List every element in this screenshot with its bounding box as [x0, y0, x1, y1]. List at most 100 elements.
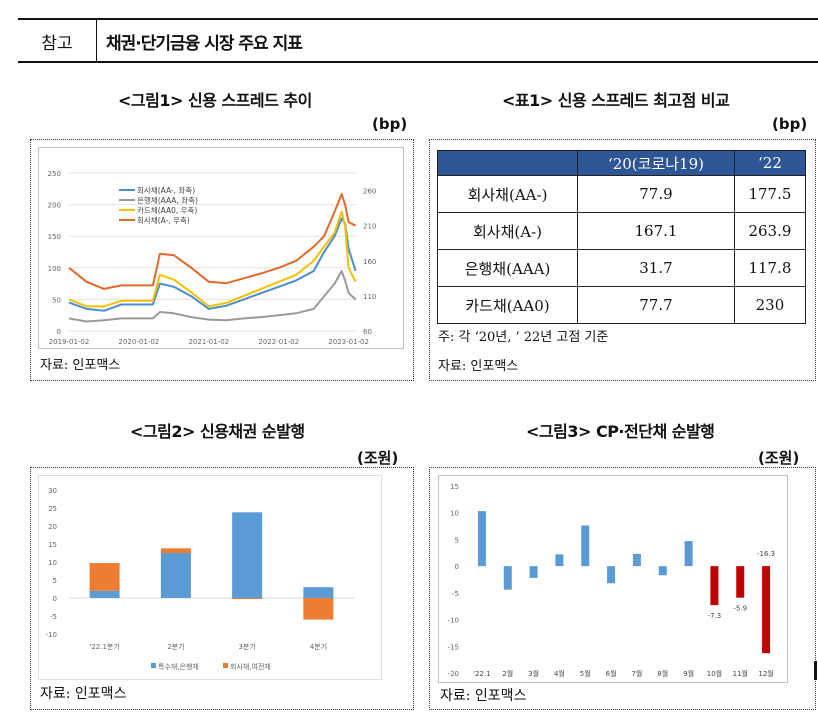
x-tick-label: 11월 — [733, 669, 748, 678]
figure1-source: 자료: 인포맥스 — [40, 358, 121, 373]
x-tick-label: 2021-01-02 — [188, 338, 229, 346]
bar-segment — [89, 563, 120, 591]
table-cell: 카드채(AA0) — [436, 286, 579, 324]
bar — [555, 554, 564, 567]
table-cell: 230 — [733, 286, 807, 324]
table-cell: 회사채(AA-) — [436, 175, 579, 213]
data-label: -16.3 — [757, 550, 775, 558]
table-cell: 은행채(AAA) — [436, 249, 579, 287]
x-tick-label: 4월 — [554, 669, 565, 678]
table-row: 회사채(A-) 167.1 263.9 — [436, 212, 807, 250]
y-tick-label: 0 — [53, 595, 57, 603]
series-line — [68, 270, 357, 323]
table-cell: 117.8 — [733, 249, 807, 287]
y-tick-label: 30 — [48, 487, 57, 495]
table-cell: 263.9 — [733, 212, 807, 250]
y-tick-label: -15 — [448, 643, 459, 651]
bar — [684, 541, 693, 567]
series-line — [68, 210, 357, 308]
figure1-svg: 0 50 100 150 200 250 60 110 160 210 260 2019-01-02 2… — [48, 170, 377, 346]
legend-label: 은행채(AAA, 좌축) — [137, 195, 198, 205]
table-row: 회사채(AA-) 77.9 177.5 — [436, 175, 807, 213]
figure3-unit: (조원) — [758, 449, 800, 467]
bar — [477, 511, 486, 567]
y-tick-label: 10 — [48, 559, 57, 567]
table-row: 카드채(AA0) 77.7 230 — [436, 286, 807, 324]
bar — [632, 553, 641, 567]
table-cell: 77.7 — [577, 286, 735, 324]
legend-swatch — [223, 663, 228, 668]
y-tick-label: 15 — [48, 541, 57, 549]
x-tick-label: 2019-01-02 — [49, 338, 90, 346]
bar-segment — [89, 590, 120, 598]
legend-label: 카드채(AA0, 우축) — [137, 205, 197, 215]
y-tick-label: -20 — [448, 670, 459, 678]
table1-source: 자료: 인포맥스 — [438, 359, 519, 374]
figure2-chart: 30 25 20 15 10 5 0 -5 -10 '22.1분기 2분기 3분기 4분기 특수채,은행채… — [38, 475, 382, 680]
y-left-tick-label: 150 — [48, 233, 61, 241]
figure2-frame — [30, 467, 414, 710]
edge-mark — [814, 661, 817, 680]
figure3-source: 자료: 인포맥스 — [440, 688, 527, 704]
figure2-source: 자료: 인포맥스 — [40, 686, 127, 702]
x-tick-label: 10월 — [707, 669, 722, 678]
legend-swatch — [151, 663, 156, 668]
table1-note: 주: 각 ‘20년, ’ 22년 고점 기준 — [438, 330, 609, 345]
x-tick-label: '22.1 — [473, 670, 491, 678]
x-tick-label: 2022-01-02 — [258, 338, 299, 346]
bar-segment — [232, 598, 263, 600]
figure2-unit: (조원) — [357, 449, 399, 467]
x-tick-label: 2023-01-02 — [328, 338, 369, 346]
table1-frame — [429, 139, 816, 381]
y-left-tick-label: 200 — [48, 202, 61, 210]
figure3-title: <그림3> CP·전단채 순발행 — [526, 422, 715, 441]
x-tick-label: 6월 — [606, 669, 617, 678]
figure3-svg: 15 10 5 0 -5 -10 -15 -20 '22.1 2월 3월 4월 5월 6월 7월 8월 9월 10… — [448, 483, 776, 678]
bar — [762, 566, 771, 654]
legend-label: 회사채,여전채 — [230, 662, 271, 671]
data-label: -5.9 — [733, 605, 747, 613]
y-tick-label: -10 — [448, 617, 459, 625]
table1-unit: (bp) — [772, 115, 808, 133]
y-right-tick-label: 210 — [363, 223, 376, 231]
figure2-svg: 30 25 20 15 10 5 0 -5 -10 '22.1분기 2분기 3분기 4분기특수채,은행채… — [46, 487, 354, 671]
y-left-tick-label: 250 — [48, 170, 61, 178]
header-tag: 참고 — [18, 20, 97, 62]
x-tick-label: 2월 — [502, 669, 513, 678]
y-right-tick-label: 160 — [363, 258, 376, 266]
y-tick-label: -5 — [452, 590, 459, 598]
figure1-title: <그림1> 신용 스프레드 추이 — [118, 91, 312, 110]
table-row: 은행채(AAA) 31.7 117.8 — [436, 249, 807, 287]
table-cell: 31.7 — [577, 249, 735, 287]
legend-label: 특수채,은행채 — [158, 662, 199, 671]
header-top-rule — [18, 18, 818, 20]
bar — [529, 566, 538, 578]
y-tick-label: 25 — [48, 505, 57, 513]
x-tick-label: 3월 — [528, 669, 539, 678]
y-left-tick-label: 50 — [52, 296, 61, 304]
bar-segment — [303, 587, 334, 598]
x-tick-label: 8월 — [657, 669, 668, 678]
series-line — [68, 193, 357, 290]
table-cell: 167.1 — [577, 212, 735, 250]
y-tick-label: 5 — [53, 577, 57, 585]
bar — [736, 566, 745, 598]
bar — [503, 566, 512, 590]
legend-label: 회사채(AA-, 좌축) — [137, 185, 195, 195]
figure3-frame — [429, 467, 816, 710]
table-cell: 77.9 — [577, 175, 735, 213]
series-line — [68, 217, 357, 312]
x-tick-label: 2020-01-02 — [119, 338, 160, 346]
y-tick-label: 15 — [450, 483, 459, 491]
y-tick-label: -10 — [46, 631, 57, 639]
x-tick-label: '22.1분기 — [89, 642, 119, 651]
figure1-frame — [30, 139, 414, 381]
y-tick-label: 0 — [455, 563, 459, 571]
x-tick-label: 7월 — [631, 669, 642, 678]
y-tick-label: 20 — [48, 523, 57, 531]
data-label: -7.3 — [708, 612, 722, 620]
table-cell: 회사채(A-) — [436, 212, 579, 250]
y-tick-label: -5 — [50, 613, 57, 621]
y-left-tick-label: 0 — [57, 328, 61, 336]
x-tick-label: 2분기 — [167, 642, 184, 651]
